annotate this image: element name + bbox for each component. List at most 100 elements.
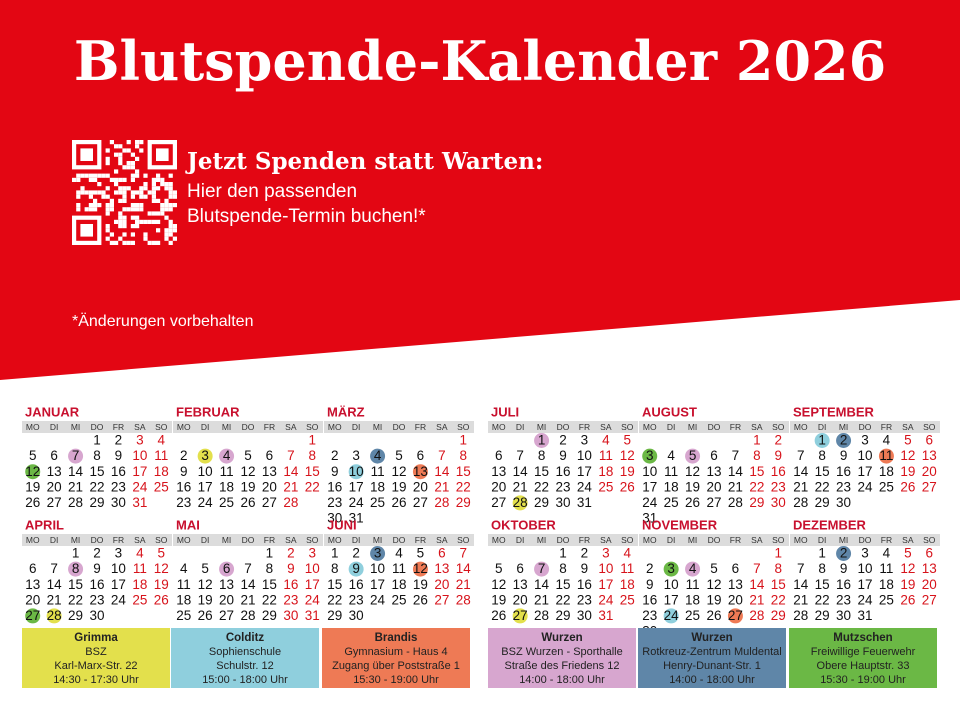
qr-module bbox=[156, 219, 161, 224]
qr-module bbox=[130, 190, 135, 195]
weekday: DI bbox=[818, 422, 827, 432]
weekday: SA bbox=[902, 422, 914, 432]
qr-module bbox=[168, 186, 173, 191]
weekday-band bbox=[324, 421, 474, 433]
weekday: MI bbox=[537, 422, 546, 432]
day: 1 bbox=[818, 546, 826, 561]
day: 11 bbox=[133, 561, 147, 576]
day: 11 bbox=[392, 561, 406, 576]
day: 21 bbox=[47, 592, 62, 607]
qr-module bbox=[160, 182, 165, 187]
month-name: NOVEMBER bbox=[642, 517, 718, 532]
qr-module bbox=[135, 156, 140, 161]
weekday: MO bbox=[328, 535, 342, 545]
day: 22 bbox=[555, 592, 570, 607]
day: 14 bbox=[456, 561, 472, 576]
day: 5 bbox=[417, 546, 425, 561]
weekday: MI bbox=[222, 535, 231, 545]
qr-module bbox=[109, 198, 114, 203]
location-box bbox=[171, 628, 319, 688]
qr-module bbox=[122, 190, 127, 195]
day: 1 bbox=[818, 433, 826, 448]
qr-module bbox=[151, 194, 156, 199]
day: 24 bbox=[198, 495, 214, 510]
day: 28 bbox=[47, 608, 62, 623]
day: 10 bbox=[857, 561, 872, 576]
qr-module bbox=[130, 207, 135, 212]
highlight bbox=[348, 464, 364, 480]
qr-module bbox=[130, 203, 135, 208]
day: 26 bbox=[413, 592, 428, 607]
qr-module bbox=[172, 190, 177, 195]
qr-module bbox=[93, 177, 98, 182]
day: 13 bbox=[706, 464, 721, 479]
day: 5 bbox=[624, 433, 632, 448]
day: 15 bbox=[68, 577, 83, 592]
day: 23 bbox=[176, 495, 191, 510]
day: 19 bbox=[706, 592, 721, 607]
qr-module bbox=[122, 215, 127, 220]
highlight bbox=[663, 608, 679, 624]
day: 24 bbox=[857, 479, 873, 494]
day: 11 bbox=[686, 577, 700, 592]
qr-module bbox=[76, 190, 81, 195]
day: 6 bbox=[732, 561, 740, 576]
month-name: SEPTEMBER bbox=[793, 404, 875, 419]
location-line: 14:00 - 18:00 Uhr bbox=[519, 674, 605, 686]
month-name: JULI bbox=[491, 404, 519, 419]
day: 16 bbox=[111, 464, 126, 479]
weekday: DI bbox=[667, 422, 676, 432]
day: 31 bbox=[132, 495, 147, 510]
weekday: DO bbox=[859, 535, 872, 545]
qr-module bbox=[139, 219, 144, 224]
day: 2 bbox=[646, 561, 654, 576]
weekday: DI bbox=[352, 535, 361, 545]
day: 14 bbox=[434, 464, 450, 479]
day: 11 bbox=[220, 464, 234, 479]
day: 18 bbox=[391, 577, 406, 592]
weekday: DO bbox=[557, 422, 570, 432]
qr-module bbox=[88, 190, 93, 195]
day: 16 bbox=[89, 577, 104, 592]
month-name: JUNI bbox=[327, 517, 357, 532]
qr-module bbox=[84, 173, 89, 178]
day: 9 bbox=[581, 561, 589, 576]
day: 13 bbox=[922, 448, 937, 463]
day: 21 bbox=[728, 479, 743, 494]
qr-module bbox=[160, 211, 165, 216]
highlight bbox=[534, 433, 550, 448]
qr-module bbox=[156, 211, 161, 216]
day: 21 bbox=[793, 592, 808, 607]
highlight bbox=[412, 561, 428, 577]
day: 20 bbox=[25, 592, 40, 607]
qr-module bbox=[118, 198, 123, 203]
weekday-band bbox=[173, 534, 323, 546]
day: 25 bbox=[391, 592, 406, 607]
day: 1 bbox=[775, 546, 783, 561]
day: 22 bbox=[771, 592, 786, 607]
location-line: BSZ Wurzen - Sporthalle bbox=[501, 646, 622, 658]
day: 22 bbox=[262, 592, 277, 607]
location-line: 15:00 - 18:00 Uhr bbox=[202, 674, 288, 686]
day: 27 bbox=[513, 608, 528, 623]
location-line: Sophienschule bbox=[209, 646, 281, 658]
day: 7 bbox=[538, 561, 546, 576]
day: 2 bbox=[331, 448, 339, 463]
day: 4 bbox=[374, 448, 382, 463]
day: 16 bbox=[176, 479, 191, 494]
weekday: MI bbox=[537, 535, 546, 545]
day: 10 bbox=[857, 448, 872, 463]
day: 24 bbox=[857, 592, 873, 607]
day: 12 bbox=[413, 561, 428, 576]
day: 1 bbox=[753, 433, 761, 448]
qr-module bbox=[168, 203, 173, 208]
day: 4 bbox=[223, 448, 231, 463]
day: 28 bbox=[434, 495, 449, 510]
day: 24 bbox=[132, 479, 148, 494]
day: 19 bbox=[154, 577, 169, 592]
weekday: DI bbox=[201, 422, 210, 432]
weekday: SA bbox=[285, 535, 297, 545]
day: 23 bbox=[577, 592, 592, 607]
qr-module bbox=[114, 190, 119, 195]
weekday-band bbox=[639, 534, 789, 546]
